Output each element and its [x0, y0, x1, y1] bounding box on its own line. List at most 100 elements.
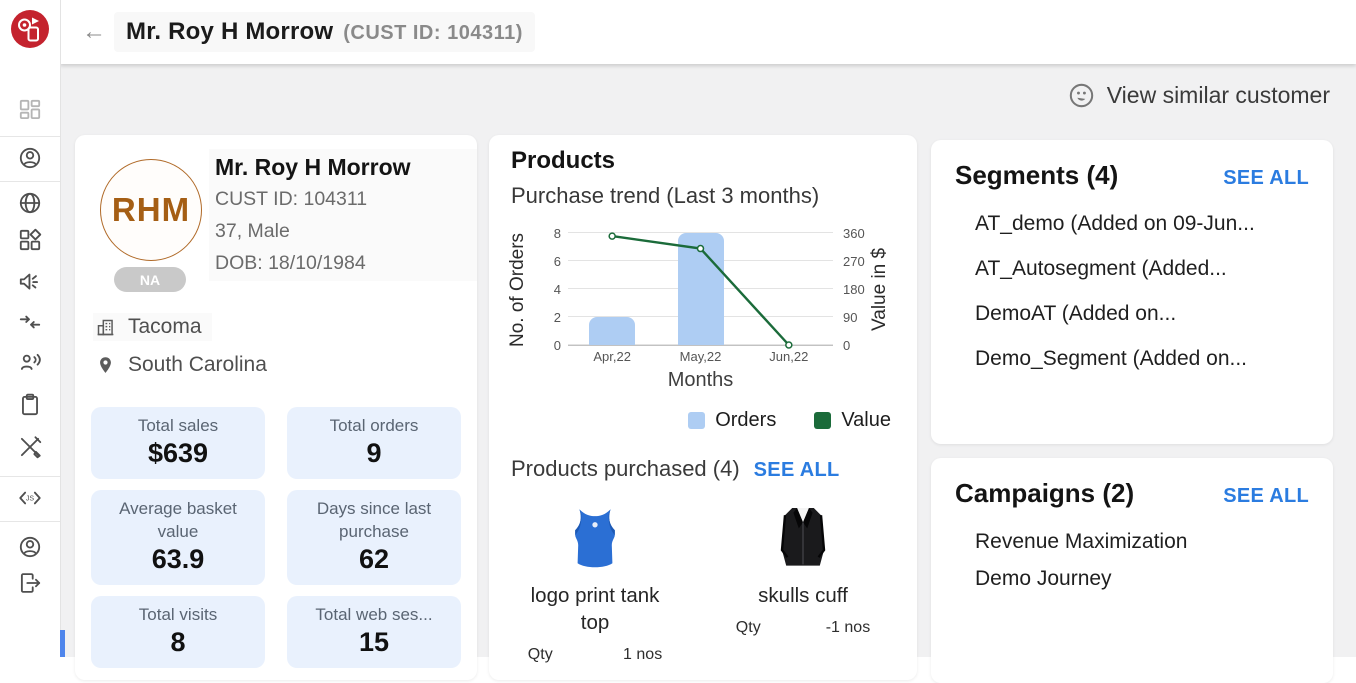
sidebar-item-logout[interactable]	[17, 570, 43, 596]
globe-icon	[19, 192, 41, 214]
location-pin-icon	[100, 356, 111, 373]
segment-item: AT_demo (Added on 09-Jun...	[975, 209, 1309, 238]
qty-value: -1 nos	[825, 619, 871, 636]
blazer-image	[719, 498, 887, 574]
right-ticks: 0 90 180 270 360	[843, 226, 865, 353]
left-axis-label: No. of Orders	[507, 232, 528, 347]
chart-legend: Orders Value	[511, 409, 895, 432]
products-card: Products Purchase trend (Last 3 months) …	[489, 135, 917, 680]
chart-plot	[568, 232, 833, 349]
dashboard-icon	[19, 99, 41, 120]
segments-grid-icon	[19, 228, 42, 251]
orders-bar	[589, 317, 636, 345]
purchased-items: logo print tank top Qty 1 nos	[511, 498, 895, 664]
sidebar-item-segments[interactable]	[17, 227, 43, 253]
campaigns-see-all-link[interactable]: SEE ALL	[1223, 485, 1309, 507]
campaign-item: Demo Journey	[975, 564, 1309, 593]
sidebar: JS	[0, 0, 61, 657]
segments-title: Segments (4)	[955, 160, 1119, 190]
page-subtitle: (CUST ID: 104311)	[343, 22, 523, 44]
sidebar-divider	[0, 136, 60, 137]
product-name: logo print tank top	[530, 584, 660, 634]
stat-total-orders: Total orders 9	[287, 407, 461, 479]
customer-dob: DOB: 18/10/1984	[215, 252, 366, 274]
stat-label: Total visits	[138, 605, 218, 624]
product-item-skulls-cuff[interactable]: skulls cuff Qty -1 nos	[719, 498, 887, 664]
building-icon	[97, 319, 114, 335]
segments-card: Segments (4) SEE ALL AT_demo (Added on 0…	[931, 140, 1333, 444]
sidebar-divider	[0, 476, 60, 477]
status-badge: NA	[114, 267, 186, 292]
back-button[interactable]: ←	[82, 18, 106, 45]
segments-see-all-link[interactable]: SEE ALL	[1223, 167, 1309, 189]
sidebar-item-dashboard[interactable]	[17, 97, 43, 123]
qty-value: 1 nos	[623, 646, 663, 663]
header: ← Mr. Roy H Morrow (CUST ID: 104311)	[60, 0, 1356, 64]
logo-icon	[11, 10, 49, 48]
stat-total-visits: Total visits 8	[91, 596, 265, 668]
sidebar-divider	[0, 521, 60, 522]
legend-value: Value	[814, 409, 891, 432]
customer-info: Mr. Roy H Morrow CUST ID: 104311 37, Mal…	[209, 149, 477, 281]
sidebar-item-developer-js[interactable]: JS	[17, 485, 43, 511]
product-item-tank-top[interactable]: logo print tank top Qty 1 nos	[511, 498, 679, 664]
product-name: skulls cuff	[758, 584, 848, 607]
customer-name: Mr. Roy H Morrow	[215, 154, 411, 180]
segment-item: Demo_Segment (Added on...	[975, 344, 1309, 373]
merge-arrows-icon	[19, 315, 41, 329]
view-similar-customer-button[interactable]: View similar customer	[1068, 82, 1330, 109]
tank-top-image	[511, 498, 679, 574]
x-axis-label: Months	[667, 369, 734, 391]
view-similar-label: View similar customer	[1106, 82, 1330, 108]
sidebar-item-web[interactable]	[17, 190, 43, 216]
app-logo[interactable]	[9, 8, 51, 50]
customer-age-gender: 37, Male	[215, 220, 290, 242]
sidebar-divider	[0, 181, 60, 182]
customer-state-row: South Carolina	[93, 351, 267, 379]
logout-icon	[20, 573, 41, 593]
code-js-icon: JS	[19, 491, 41, 505]
account-circle-icon	[19, 536, 41, 558]
campaign-item: Revenue Maximization	[975, 527, 1309, 556]
stat-label: Days since last purchase	[316, 499, 432, 541]
products-title: Products	[511, 147, 616, 174]
stat-label: Total web ses...	[315, 605, 433, 624]
products-see-all-link[interactable]: SEE ALL	[753, 459, 840, 481]
sidebar-item-connectors[interactable]	[17, 309, 43, 335]
stat-value: 62	[358, 544, 390, 574]
segment-item: AT_Autosegment (Added...	[975, 254, 1309, 283]
customer-state: South Carolina	[128, 353, 267, 376]
product-qty-row: Qty 1 nos	[528, 646, 662, 664]
scrollbar-thumb[interactable]	[60, 630, 65, 657]
stat-label: Average basket value	[119, 499, 237, 541]
sidebar-item-campaigns[interactable]	[17, 268, 43, 294]
megaphone-icon	[19, 273, 38, 290]
customer-city: Tacoma	[128, 315, 202, 338]
stat-total-web-sessions: Total web ses... 15	[287, 596, 461, 668]
similar-customer-face-icon	[1068, 82, 1095, 109]
campaigns-list: Revenue Maximization Demo Journey	[931, 527, 1333, 593]
legend-orders: Orders	[688, 409, 776, 432]
avatar: RHM	[100, 159, 202, 261]
sidebar-item-tools[interactable]	[17, 434, 43, 460]
sidebar-item-surveys[interactable]	[17, 392, 43, 418]
sidebar-item-voice-of-customer[interactable]	[17, 350, 43, 376]
purchase-trend-subtitle: Purchase trend (Last 3 months)	[511, 183, 820, 208]
clipboard-icon	[22, 393, 38, 416]
sidebar-item-account[interactable]	[17, 534, 43, 560]
customer-city-row: Tacoma	[93, 313, 212, 341]
stat-value: 8	[170, 627, 186, 657]
campaigns-title: Campaigns (2)	[955, 478, 1135, 508]
customer-id: CUST ID: 104311	[215, 188, 368, 210]
page-title-chip: Mr. Roy H Morrow (CUST ID: 104311)	[114, 12, 535, 52]
value-line	[608, 232, 793, 349]
stat-label: Total sales	[137, 416, 219, 435]
stat-average-basket-value: Average basket value 63.9	[91, 490, 265, 585]
stat-total-sales: Total sales $639	[91, 407, 265, 479]
stat-value: $639	[147, 438, 209, 468]
sidebar-item-customer-profile[interactable]	[17, 145, 43, 171]
svg-text:JS: JS	[26, 496, 35, 503]
segment-item: DemoAT (Added on...	[975, 299, 1309, 328]
